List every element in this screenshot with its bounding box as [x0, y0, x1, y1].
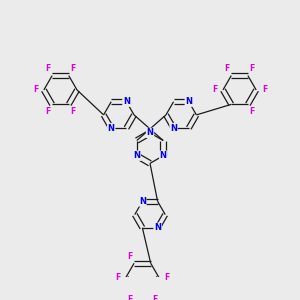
Text: N: N — [154, 223, 161, 232]
Text: F: F — [127, 295, 133, 300]
Text: N: N — [185, 97, 192, 106]
Text: F: F — [70, 107, 76, 116]
Text: F: F — [165, 273, 170, 282]
Text: N: N — [170, 124, 177, 133]
Text: F: F — [249, 64, 255, 73]
Text: F: F — [249, 107, 255, 116]
Text: F: F — [152, 295, 158, 300]
Text: N: N — [139, 197, 146, 206]
Text: F: F — [33, 85, 38, 94]
Text: N: N — [146, 128, 154, 137]
Text: N: N — [160, 151, 167, 160]
Text: F: F — [224, 64, 230, 73]
Text: F: F — [70, 64, 76, 73]
Text: F: F — [115, 273, 120, 282]
Text: N: N — [108, 124, 115, 133]
Text: F: F — [127, 251, 133, 260]
Text: F: F — [212, 85, 217, 94]
Text: N: N — [133, 151, 140, 160]
Text: F: F — [45, 107, 51, 116]
Text: F: F — [45, 64, 51, 73]
Text: N: N — [123, 97, 130, 106]
Text: F: F — [262, 85, 267, 94]
